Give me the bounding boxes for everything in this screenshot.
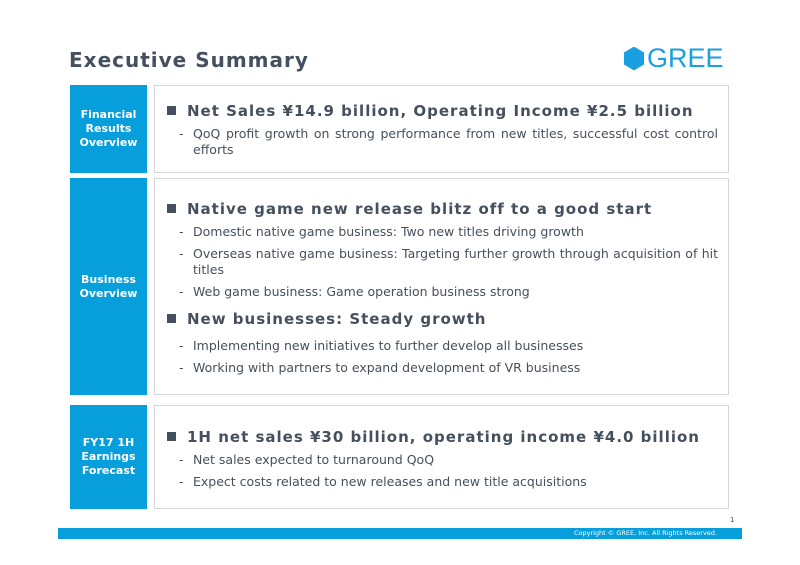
bullet-item: Implementing new initiatives to further … bbox=[179, 338, 718, 354]
section-label-forecast: FY17 1H Earnings Forecast bbox=[70, 405, 147, 509]
bullet-item: Working with partners to expand developm… bbox=[179, 360, 718, 376]
section-forecast: 1H net sales ¥30 billion, operating inco… bbox=[154, 405, 729, 509]
page-title: Executive Summary bbox=[69, 48, 309, 72]
footer-copyright: Copyright © GREE, Inc. All Rights Reserv… bbox=[58, 528, 742, 539]
page-number: 1 bbox=[730, 516, 735, 524]
section-heading: Net Sales ¥14.9 billion, Operating Incom… bbox=[167, 102, 694, 120]
section-financial: Net Sales ¥14.9 billion, Operating Incom… bbox=[154, 85, 729, 173]
section-heading: 1H net sales ¥30 billion, operating inco… bbox=[167, 428, 700, 446]
bullet-item: Domestic native game business: Two new t… bbox=[179, 224, 718, 240]
logo-text: GREE bbox=[647, 43, 724, 73]
bullet-item: Web game business: Game operation busine… bbox=[179, 284, 718, 300]
hexagon-icon bbox=[624, 46, 644, 71]
section-business: Native game new release blitz off to a g… bbox=[154, 178, 729, 395]
section-label-business: Business Overview bbox=[70, 178, 147, 395]
bullet-item: Overseas native game business: Targeting… bbox=[179, 246, 718, 278]
bullet-item: QoQ profit growth on strong performance … bbox=[179, 126, 718, 158]
bullet-item: Net sales expected to turnaround QoQ bbox=[179, 452, 718, 468]
gree-logo: GREE bbox=[624, 43, 724, 74]
section-label-financial: Financial Results Overview bbox=[70, 85, 147, 173]
section-heading: Native game new release blitz off to a g… bbox=[167, 200, 652, 218]
bullet-item: Expect costs related to new releases and… bbox=[179, 474, 718, 490]
section-heading-2: New businesses: Steady growth bbox=[167, 310, 486, 328]
